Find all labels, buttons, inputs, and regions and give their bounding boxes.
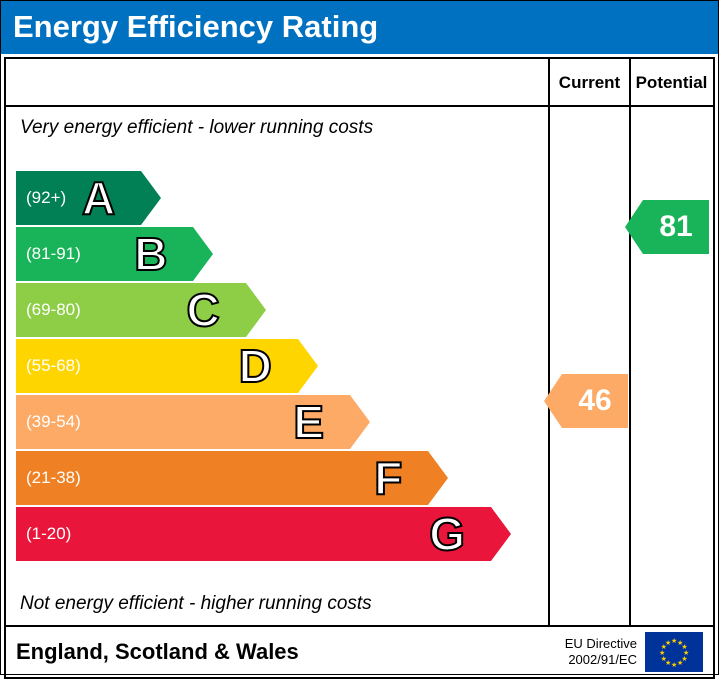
- rating-bar-arrowhead: [298, 339, 318, 393]
- rating-bar-a: (92+) A: [16, 171, 538, 225]
- rating-bar-range: (21-38): [16, 468, 81, 488]
- header-potential: Potential: [631, 59, 712, 105]
- directive-line1: EU Directive: [565, 636, 637, 651]
- rating-bar-letter: D: [239, 339, 272, 393]
- footer-row: England, Scotland & Wales EU Directive 2…: [6, 627, 713, 677]
- rating-bar-d: (55-68) D: [16, 339, 538, 393]
- directive-text: EU Directive 2002/91/EC: [565, 636, 637, 667]
- rating-bar-arrowhead: [350, 395, 370, 449]
- potential-rating-column: 81: [631, 107, 712, 625]
- rating-bar-letter: B: [134, 227, 167, 281]
- bars-holder: (92+)A(81-91)B(69-80)C(55-68)D(39-54)E(2…: [6, 169, 548, 563]
- rating-bar-range: (92+): [16, 188, 66, 208]
- rating-bar-arrowhead: [246, 283, 266, 337]
- efficiency-note-bottom: Not energy efficient - higher running co…: [6, 593, 548, 615]
- potential-pointer-arrow: [625, 200, 643, 254]
- rating-bar-letter: G: [429, 507, 465, 561]
- rating-bar-range: (69-80): [16, 300, 81, 320]
- chart-body: Current Potential Very energy efficient …: [4, 57, 715, 679]
- rating-bar-g: (1-20) G: [16, 507, 538, 561]
- rating-bar-arrowhead: [141, 171, 161, 225]
- epc-rating-chart: Energy Efficiency Rating Current Potenti…: [0, 0, 719, 675]
- current-pointer-arrow: [544, 374, 562, 428]
- current-rating-value: 46: [578, 384, 611, 418]
- rating-bar-letter: C: [186, 283, 219, 337]
- potential-rating-pointer: 81: [643, 200, 709, 254]
- header-spacer: [6, 59, 550, 105]
- rating-bar-range: (81-91): [16, 244, 81, 264]
- rating-bar-arrowhead: [491, 507, 511, 561]
- rating-bar-arrowhead: [193, 227, 213, 281]
- rating-bars-section: Very energy efficient - lower running co…: [6, 107, 550, 625]
- rating-bar-letter: A: [82, 171, 115, 225]
- efficiency-note-top: Very energy efficient - lower running co…: [6, 117, 548, 139]
- rating-bar-c: (69-80) C: [16, 283, 538, 337]
- header-current: Current: [550, 59, 631, 105]
- directive-line2: 2002/91/EC: [568, 652, 637, 667]
- rating-bar-letter: F: [374, 451, 402, 505]
- current-rating-column: 46: [550, 107, 631, 625]
- rating-bar-range: (39-54): [16, 412, 81, 432]
- rating-bar-range: (55-68): [16, 356, 81, 376]
- rating-bar-e: (39-54) E: [16, 395, 538, 449]
- potential-rating-value: 81: [659, 210, 692, 244]
- rating-bar-arrowhead: [428, 451, 448, 505]
- chart-title: Energy Efficiency Rating: [1, 1, 718, 54]
- header-row: Current Potential: [6, 59, 713, 107]
- main-row: Very energy efficient - lower running co…: [6, 107, 713, 627]
- directive-wrap: EU Directive 2002/91/EC ★★★★★★★★★★★★: [565, 632, 703, 672]
- rating-bar-letter: E: [293, 395, 324, 449]
- rating-bar-f: (21-38) F: [16, 451, 538, 505]
- rating-bar-b: (81-91) B: [16, 227, 538, 281]
- rating-bar-range: (1-20): [16, 524, 71, 544]
- current-rating-pointer: 46: [562, 374, 628, 428]
- region-label: England, Scotland & Wales: [16, 639, 299, 665]
- eu-flag-icon: ★★★★★★★★★★★★: [645, 632, 703, 672]
